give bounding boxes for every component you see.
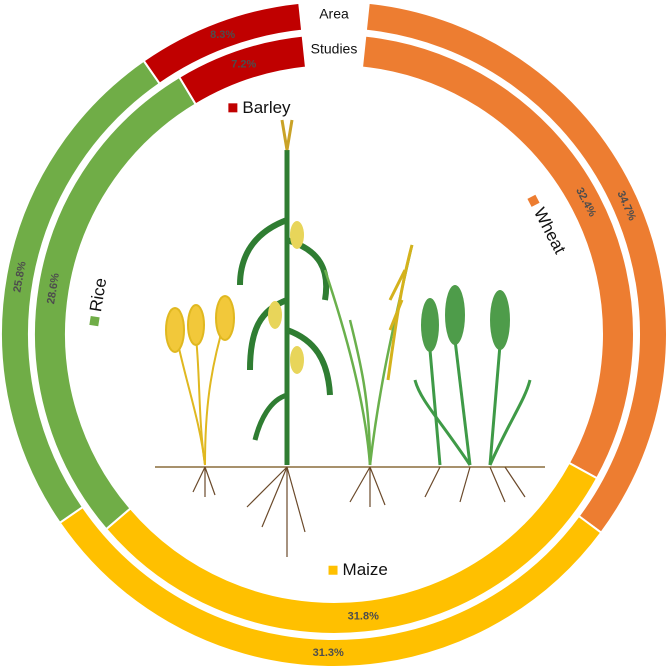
legend-label: Rice — [86, 277, 110, 314]
legend-swatch — [328, 565, 338, 575]
ring-label: Area — [319, 6, 349, 22]
legend-swatch — [527, 194, 540, 207]
value-label: 8.3% — [210, 29, 235, 41]
donut-slice — [177, 34, 308, 106]
ring-label: Studies — [311, 41, 358, 57]
legend-label: Wheat — [530, 205, 570, 258]
legend-entry: Wheat — [527, 194, 570, 258]
value-label: 25.8% — [11, 260, 28, 293]
value-label: 31.8% — [348, 610, 379, 622]
legend-entry: Barley — [228, 98, 291, 117]
value-label: 28.6% — [45, 272, 62, 305]
donut-slice — [33, 75, 198, 531]
value-label: 7.2% — [231, 59, 256, 71]
legend-label: Barley — [242, 98, 291, 117]
plant-illustration — [155, 119, 545, 557]
legend-entry: Maize — [328, 560, 388, 579]
donut-slice — [142, 1, 304, 86]
legend-swatch — [89, 315, 100, 327]
legend-label: Maize — [343, 560, 388, 579]
donut-slice — [360, 34, 635, 480]
legend-swatch — [228, 103, 238, 113]
value-label: 31.3% — [313, 647, 344, 659]
legend-entry: Rice — [86, 277, 110, 327]
